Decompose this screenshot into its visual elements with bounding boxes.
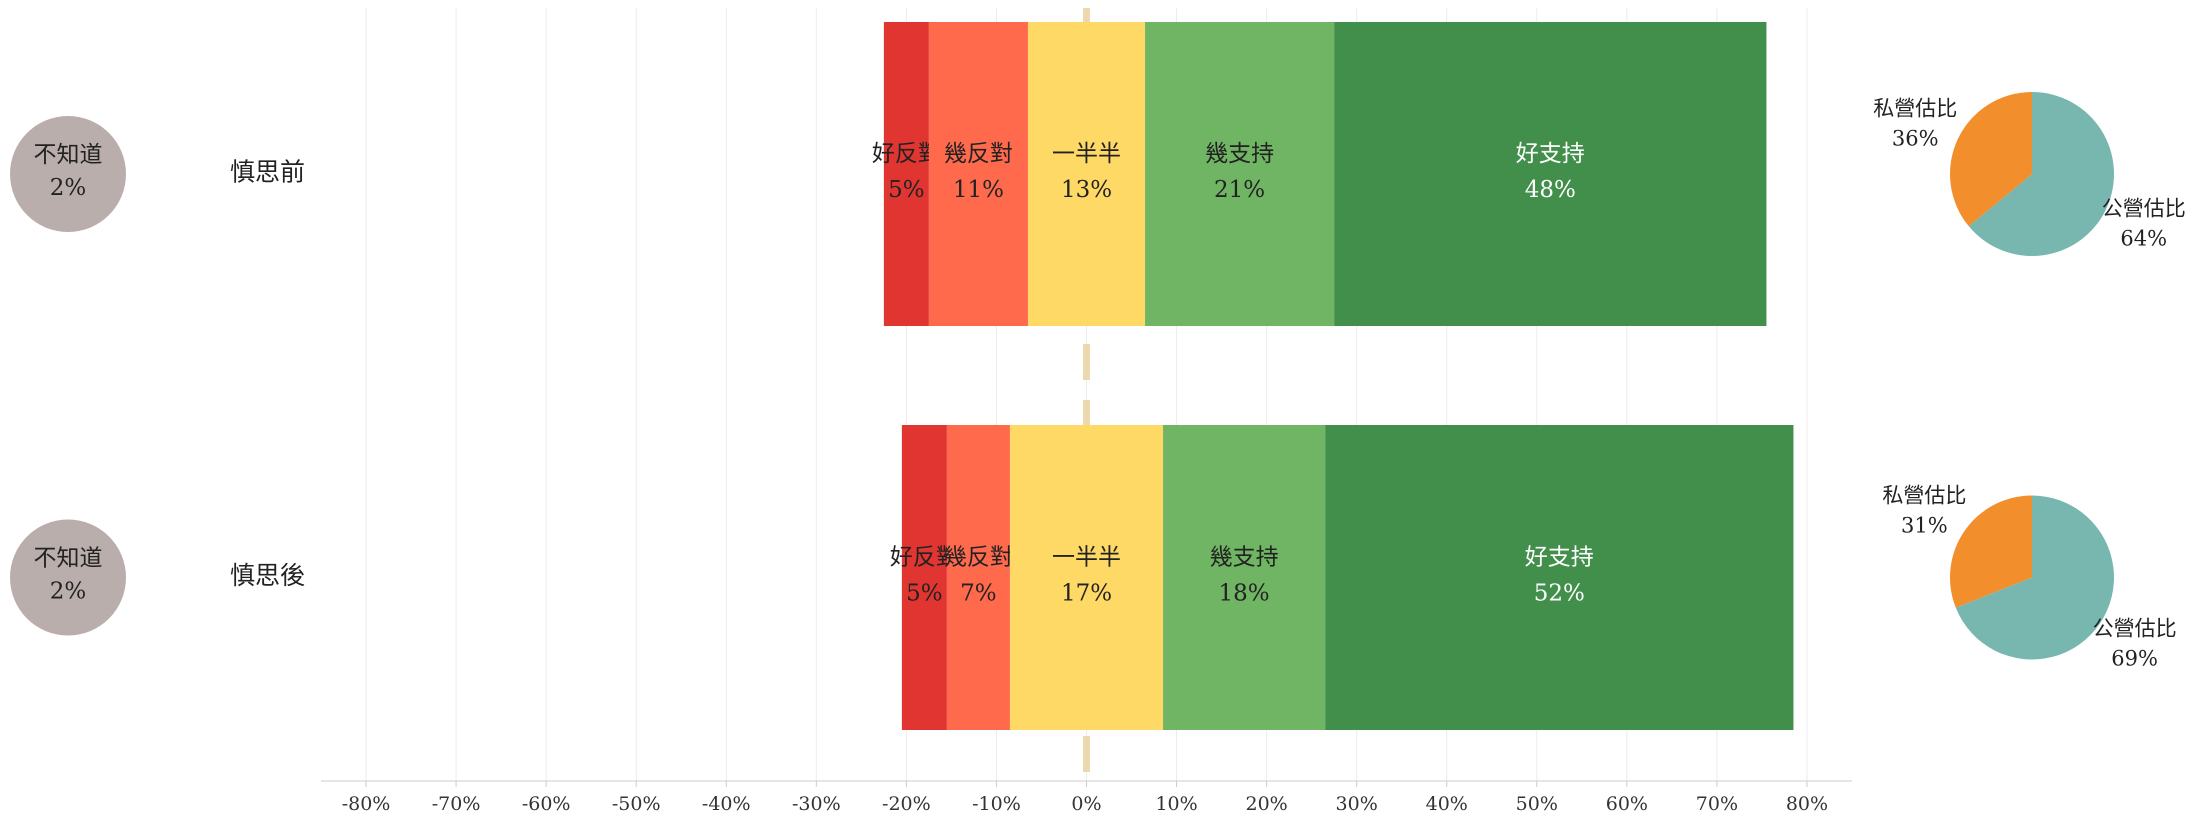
pie-slice [1968, 92, 2114, 256]
unknown-name: 不知道 [34, 142, 103, 168]
x-tick-label: -30% [792, 793, 841, 815]
segment-name: 好支持 [1525, 545, 1594, 571]
pie-name: 公營估比 [2102, 197, 2186, 221]
unknown-label: 2% [50, 175, 87, 201]
data-label: 11% [953, 177, 1004, 203]
data-label: 5% [888, 177, 925, 203]
unknown-circle [10, 519, 126, 636]
pie-slice [1949, 92, 2032, 227]
data-label: 48% [1525, 177, 1576, 203]
segment-name: 幾支持 [1210, 545, 1279, 571]
x-tick-label: 40% [1426, 793, 1468, 815]
bar-segment [1163, 425, 1326, 730]
unknown-circle [10, 116, 126, 232]
x-tick-label: 10% [1155, 793, 1197, 815]
pie-label: 64% [2120, 227, 2167, 251]
segment-name: 幾反對 [944, 545, 1013, 571]
unknown-name: 不知道 [34, 546, 103, 572]
bar-segment [1325, 425, 1794, 730]
x-tick-label: -80% [342, 793, 391, 815]
bar-segment [1009, 425, 1164, 730]
x-tick-label: 80% [1786, 793, 1828, 815]
x-tick-label: 30% [1336, 793, 1378, 815]
segment-name: 幾反對 [944, 141, 1013, 167]
bar-segment [946, 425, 1010, 730]
x-tick-label: 60% [1606, 793, 1648, 815]
unknown-label: 2% [50, 579, 87, 605]
pie-name: 私營估比 [1873, 96, 1957, 120]
data-label: 21% [1214, 177, 1265, 203]
data-label: 18% [1219, 581, 1270, 607]
segment-name: 一半半 [1052, 141, 1121, 167]
x-tick-label: -40% [702, 793, 751, 815]
pie-slice [1950, 495, 2032, 608]
pie-slice [1955, 495, 2114, 660]
bar-segment [1334, 22, 1767, 326]
data-label: 5% [906, 581, 943, 607]
x-tick-label: -50% [612, 793, 661, 815]
bar-segment [901, 425, 947, 730]
x-tick-label: 0% [1071, 793, 1101, 815]
pie-label: 36% [1892, 126, 1939, 150]
x-tick-label: -60% [522, 793, 571, 815]
category-label: 慎思前 [230, 158, 305, 187]
category-label: 慎思後 [230, 561, 305, 590]
x-tick-label: -20% [882, 793, 931, 815]
segment-name: 幾支持 [1205, 141, 1274, 167]
data-label: 52% [1534, 581, 1585, 607]
pie-label: 69% [2111, 646, 2158, 670]
bar-segment [1027, 22, 1146, 326]
segment-name: 一半半 [1052, 545, 1121, 571]
data-label: 17% [1061, 581, 1112, 607]
x-tick-label: 50% [1516, 793, 1558, 815]
data-label: 13% [1061, 177, 1112, 203]
bar-segment [1145, 22, 1335, 326]
x-tick-label: -10% [972, 793, 1021, 815]
bar-segment [883, 22, 929, 326]
pie-name: 公營估比 [2093, 616, 2177, 640]
data-label: 7% [960, 581, 997, 607]
segment-name: 好支持 [1516, 141, 1585, 167]
x-tick-label: 70% [1696, 793, 1738, 815]
bar-segment [928, 22, 1028, 326]
x-tick-label: -70% [432, 793, 481, 815]
x-tick-label: 20% [1246, 793, 1288, 815]
pie-label: 31% [1901, 514, 1948, 538]
pie-name: 私營估比 [1882, 484, 1966, 508]
